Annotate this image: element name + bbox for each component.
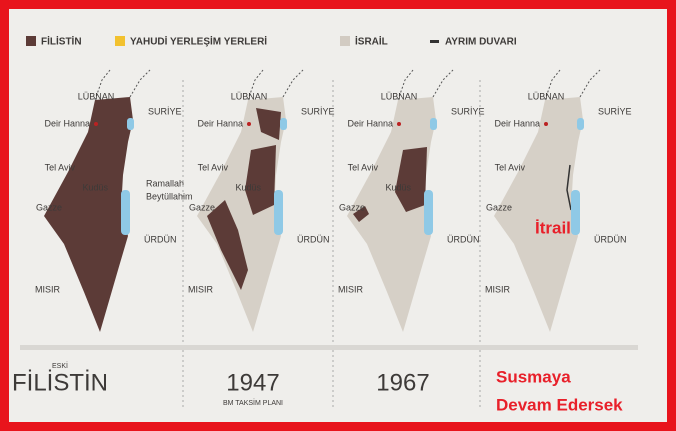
caption-sub: BM TAKSİM PLANI [223, 398, 283, 407]
place-label: Deir Hanna [347, 118, 393, 128]
place-label: Kudüs [82, 182, 108, 192]
lake [280, 118, 287, 130]
maps: LÜBNAN SURİYE Deir Hanna Tel Aviv Kudüs Gazze… [12, 69, 632, 414]
place-label: SURİYE [451, 106, 485, 116]
place-label: LÜBNAN [381, 91, 418, 101]
city-dot [94, 122, 98, 126]
caption-line: Devam Edersek [496, 395, 623, 414]
map-panel: LÜBNAN SURİYE Deir Hanna Tel Aviv Gazze ÜRDÜN… [479, 69, 632, 414]
place-label: ÜRDÜN [144, 234, 177, 244]
palestine-area [256, 108, 281, 140]
place-label: Ramallah [146, 178, 184, 188]
place-label: ÜRDÜN [594, 234, 627, 244]
lake [430, 118, 437, 130]
place-label: ÜRDÜN [447, 234, 480, 244]
place-label: MISIR [188, 284, 214, 294]
city-dot [544, 122, 548, 126]
dead-sea [121, 190, 130, 235]
place-label: Tel Aviv [495, 162, 526, 172]
place-label: Tel Aviv [198, 162, 229, 172]
caption: FİLİSTİN [12, 369, 108, 396]
lake [127, 118, 134, 130]
legend-label: YAHUDİ YERLEŞİM YERLERİ [130, 35, 267, 48]
place-label: SURİYE [301, 106, 335, 116]
place-label: Deir Hanna [197, 118, 243, 128]
place-label: LÜBNAN [78, 91, 115, 101]
place-label: Gazze [189, 202, 215, 212]
palestine-area [245, 145, 276, 215]
dead-sea [424, 190, 433, 235]
dead-sea [571, 190, 580, 235]
place-label: Tel Aviv [348, 162, 379, 172]
city-dot [397, 122, 401, 126]
palestine-area [207, 200, 248, 290]
legend-swatch [26, 36, 36, 46]
place-label: Deir Hanna [494, 118, 540, 128]
legend-label: İSRAİL [355, 35, 388, 48]
caption: 1947 [226, 369, 279, 396]
place-label: Kudüs [235, 182, 261, 192]
legend-swatch [430, 40, 439, 43]
place-label: SURİYE [148, 106, 182, 116]
place-label: SURİYE [598, 106, 632, 116]
palestine-area [395, 147, 427, 212]
border-line [94, 69, 151, 101]
caption-line: Susmaya [496, 367, 571, 386]
caption: 1967 [376, 369, 429, 396]
map-panel: LÜBNAN SURİYE Deir Hanna Tel Aviv Kudüs Gazze… [332, 69, 485, 410]
place-label: MISIR [35, 284, 61, 294]
border-line [544, 69, 601, 101]
place-label: Kudüs [385, 182, 411, 192]
place-label: LÜBNAN [231, 91, 268, 101]
legend-label: AYRIM DUVARI [445, 37, 517, 48]
place-label: Gazze [36, 202, 62, 212]
dead-sea [274, 190, 283, 235]
place-label: Tel Aviv [45, 162, 76, 172]
border-line [247, 69, 304, 101]
place-label: MISIR [485, 284, 511, 294]
wall [566, 164, 572, 211]
place-label: Gazze [486, 202, 512, 212]
legend-swatch [340, 36, 350, 46]
lake [577, 118, 584, 130]
border-line [397, 69, 454, 101]
legend-label: FİLİSTİN [41, 35, 82, 48]
place-label: MISIR [338, 284, 364, 294]
place-label: LÜBNAN [528, 91, 565, 101]
place-label: Gazze [339, 202, 365, 212]
legend-swatch [115, 36, 125, 46]
palestine-area [353, 206, 369, 222]
legend: FİLİSTİN YAHUDİ YERLEŞİM YERLERİ İSRAİL AYR… [26, 35, 517, 48]
place-label: ÜRDÜN [297, 234, 330, 244]
place-label: Deir Hanna [44, 118, 90, 128]
caption-top: ESKİ [52, 361, 68, 370]
place-label: Beytüllahim [146, 191, 193, 201]
divider [20, 345, 638, 350]
place-label: İtrail [535, 218, 571, 237]
map-panel: LÜBNAN SURİYE Deir Hanna Tel Aviv Kudüs Gazze… [182, 69, 335, 410]
city-dot [247, 122, 251, 126]
map-panel: LÜBNAN SURİYE Deir Hanna Tel Aviv Kudüs Gazze… [12, 69, 193, 396]
